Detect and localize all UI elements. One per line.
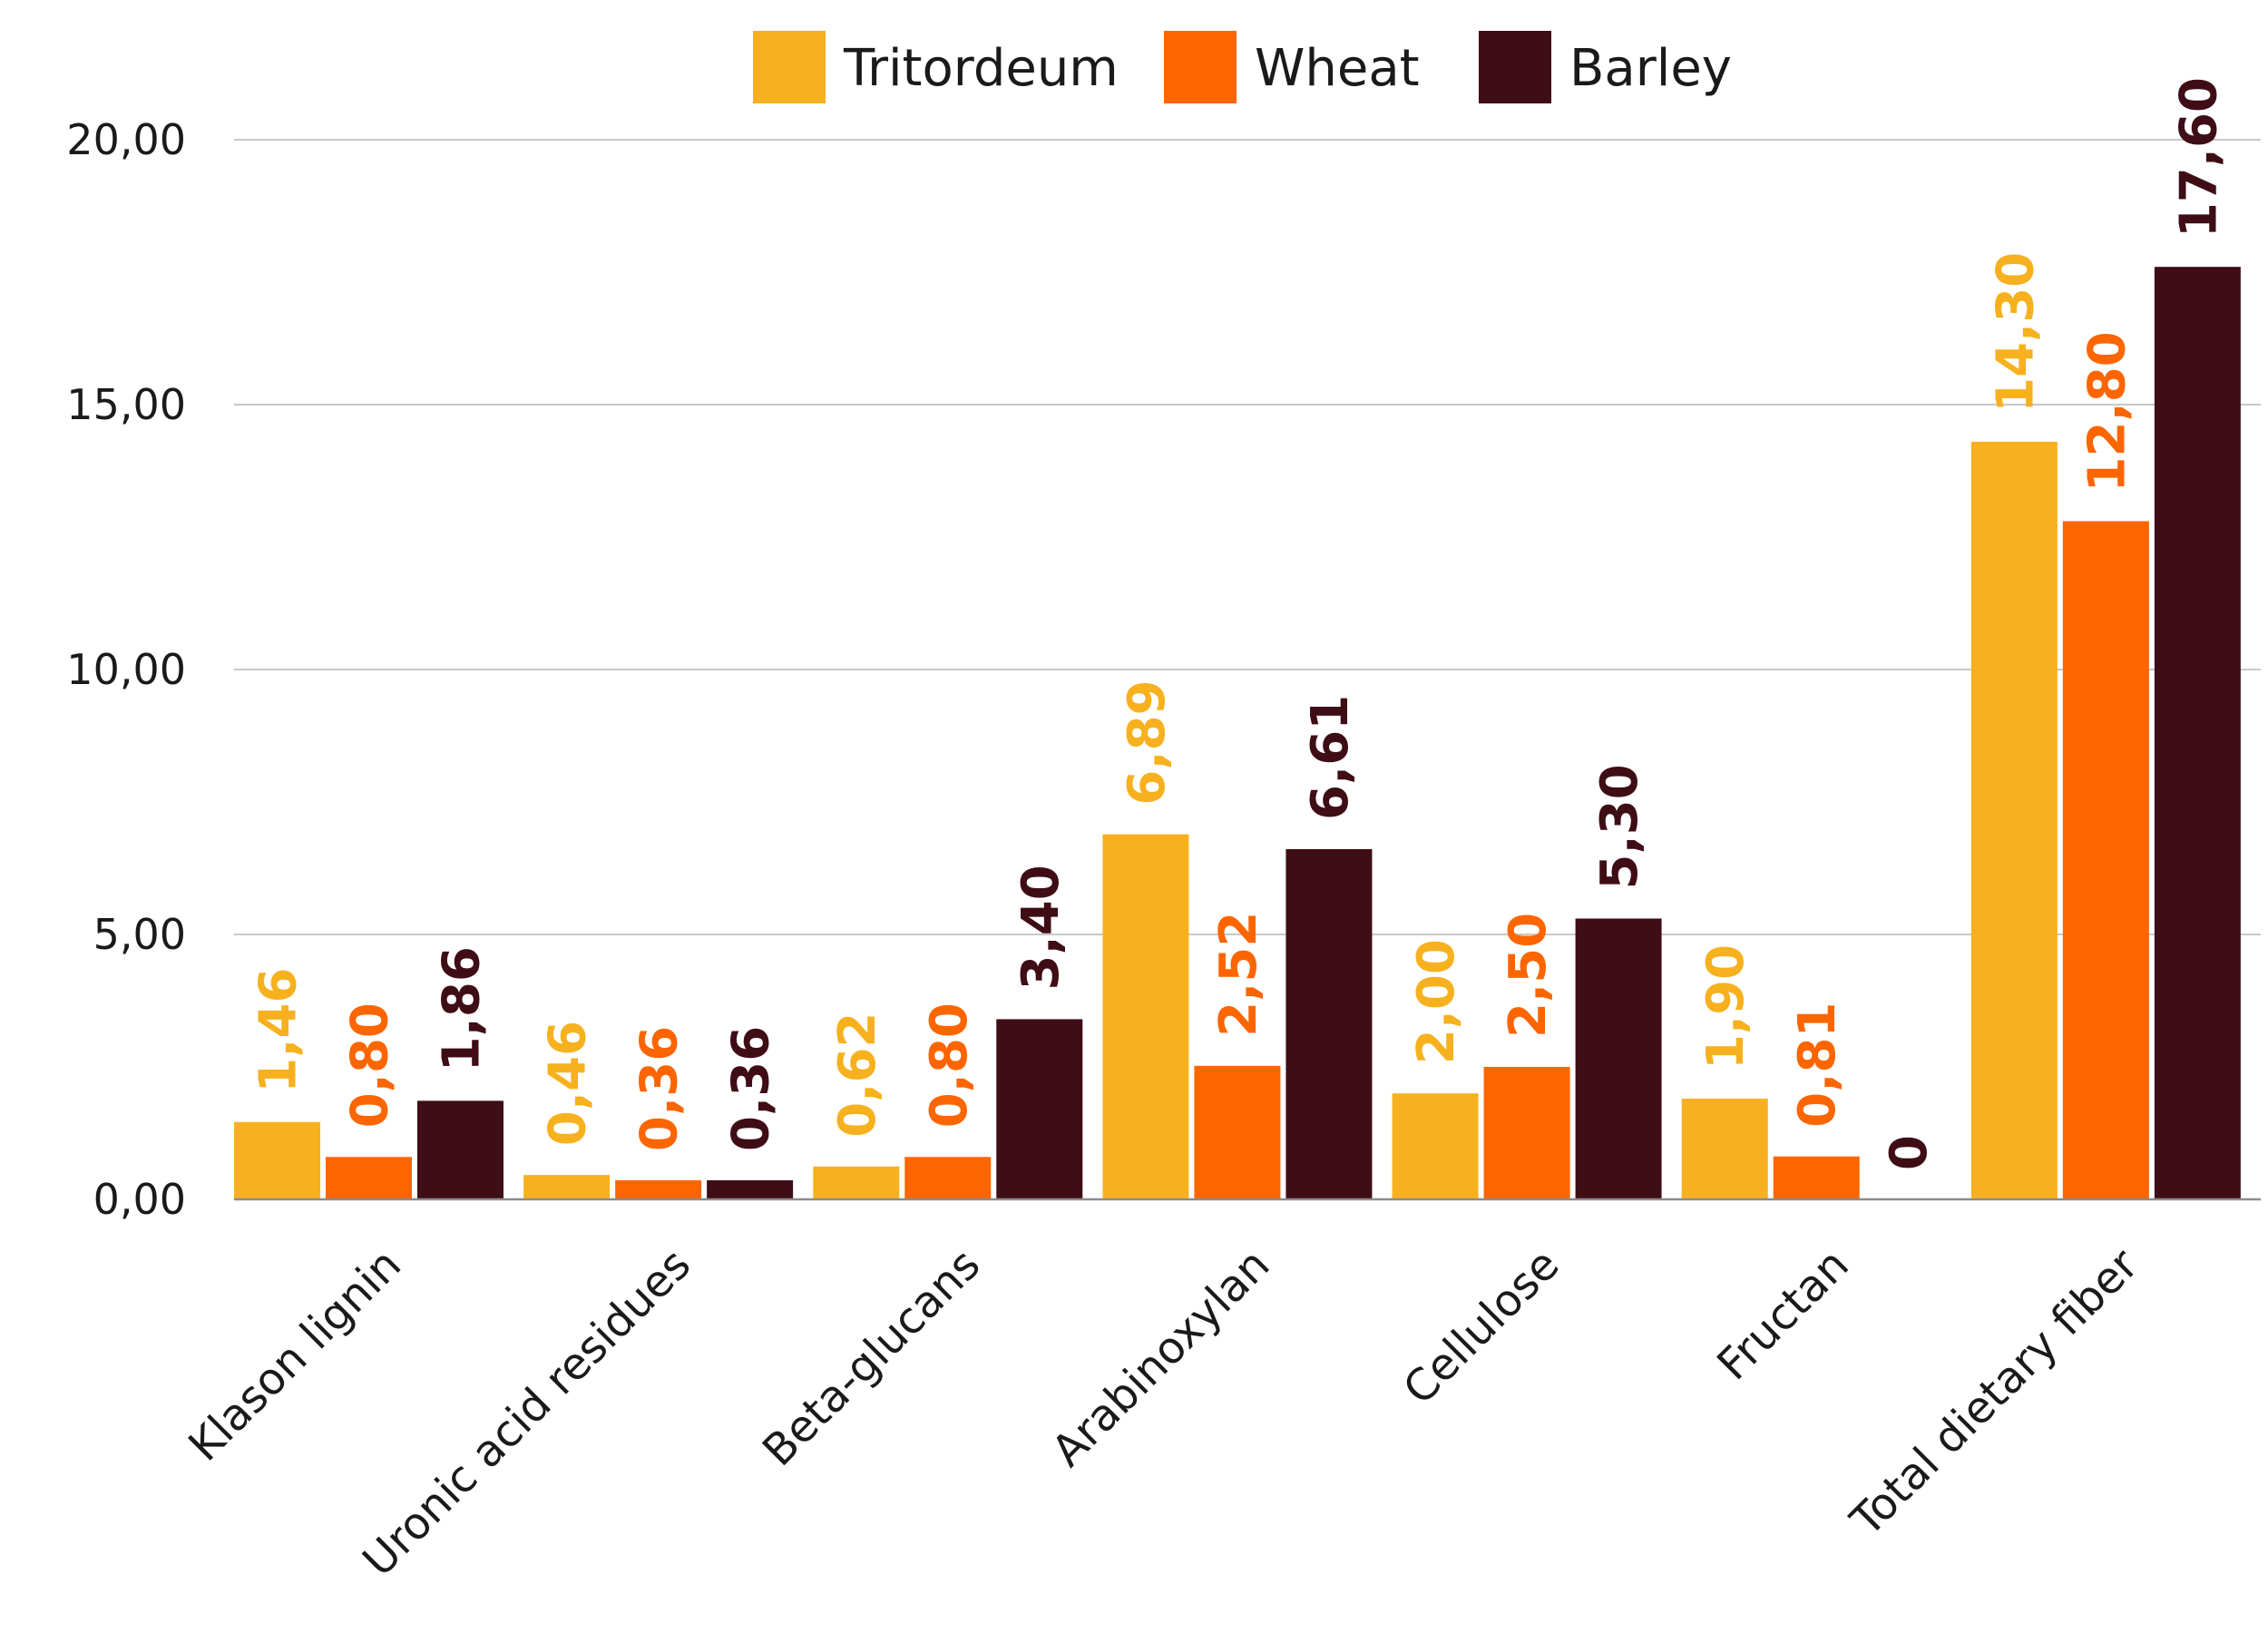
bar-wheat-2[interactable] [615,1179,702,1199]
y-tick-label: 15,00 [66,380,186,429]
y-tick-label: 20,00 [66,115,186,164]
data-label: 0 [1880,1135,1939,1170]
data-label: 1,86 [433,946,492,1071]
bar-wheat-7[interactable] [2062,521,2149,1199]
legend-swatch [1479,31,1551,103]
x-tick-label: Beta-glucans [753,1239,990,1476]
data-label: 5,30 [1590,764,1649,889]
bar-tritordeum-4[interactable] [1102,834,1189,1199]
data-label: 2,00 [1407,939,1466,1064]
data-label: 1,90 [1696,944,1755,1070]
bars-layer [234,267,2241,1199]
data-label: 0,81 [1788,1002,1847,1128]
bar-barley-1[interactable] [417,1100,503,1199]
bar-tritordeum-2[interactable] [523,1175,611,1199]
x-tick-label: Cellulose [1393,1239,1569,1414]
x-tick-label: Arabinoxylan [1042,1239,1280,1477]
grid-layer [234,139,2261,935]
bar-wheat-4[interactable] [1194,1065,1281,1199]
legend-swatch [753,31,826,103]
legend-item-barley[interactable]: Barley [1479,31,1732,103]
data-label: 2,52 [1209,912,1268,1037]
bar-barley-7[interactable] [2154,267,2241,1199]
data-label: 0,80 [341,1002,400,1128]
bar-barley-4[interactable] [1286,848,1373,1199]
x-tick-label: Klason lignin [179,1239,411,1472]
y-tick-label: 5,00 [93,910,186,959]
data-label: 0,46 [539,1021,598,1146]
data-label: 0,80 [920,1002,979,1128]
y-tick-label: 10,00 [66,645,186,694]
data-label: 2,50 [1499,913,1558,1038]
x-tick-label: Uronic acid residues [353,1239,700,1587]
legend-item-tritordeum[interactable]: Tritordeum [753,31,1119,103]
data-label: 0,36 [631,1026,689,1151]
x-tick-label: Fructan [1707,1239,1858,1390]
bar-barley-3[interactable] [996,1019,1083,1199]
data-label: 17,60 [2169,77,2228,238]
data-label: 6,89 [1118,680,1177,805]
bar-wheat-3[interactable] [904,1157,992,1199]
y-axis: 0,00 5,00 10,00 15,00 20,00 [66,115,186,1224]
legend-label: Wheat [1255,39,1420,98]
data-label: 6,61 [1301,695,1360,820]
bar-tritordeum-3[interactable] [813,1166,900,1199]
bar-tritordeum-1[interactable] [234,1121,320,1199]
data-label: 14,30 [1986,252,2045,413]
data-labels-layer: 1,46 0,80 1,86 0,46 0,36 0,36 0,62 0,80 3,40 6,89… [249,77,2229,1170]
bar-barley-2[interactable] [707,1179,794,1199]
bar-wheat-6[interactable] [1773,1156,1860,1199]
data-label: 0,36 [722,1026,781,1151]
bar-tritordeum-5[interactable] [1392,1093,1479,1199]
bar-barley-5[interactable] [1575,918,1662,1199]
legend[interactable]: Tritordeum Wheat Barley [753,31,1732,103]
data-label: 0,62 [828,1012,887,1138]
legend-label: Tritordeum [843,39,1119,98]
legend-label: Barley [1569,39,1732,98]
bar-tritordeum-7[interactable] [1970,441,2058,1199]
bar-tritordeum-6[interactable] [1681,1099,1768,1199]
y-tick-label: 0,00 [93,1175,186,1224]
bar-wheat-1[interactable] [326,1157,412,1199]
bar-wheat-5[interactable] [1483,1067,1570,1199]
data-label: 1,46 [249,968,308,1093]
data-label: 3,40 [1012,865,1070,990]
legend-swatch [1164,31,1237,103]
x-tick-label: Total dietary fiber [1841,1239,2148,1547]
data-label: 12,80 [2077,331,2136,492]
legend-item-wheat[interactable]: Wheat [1164,31,1420,103]
